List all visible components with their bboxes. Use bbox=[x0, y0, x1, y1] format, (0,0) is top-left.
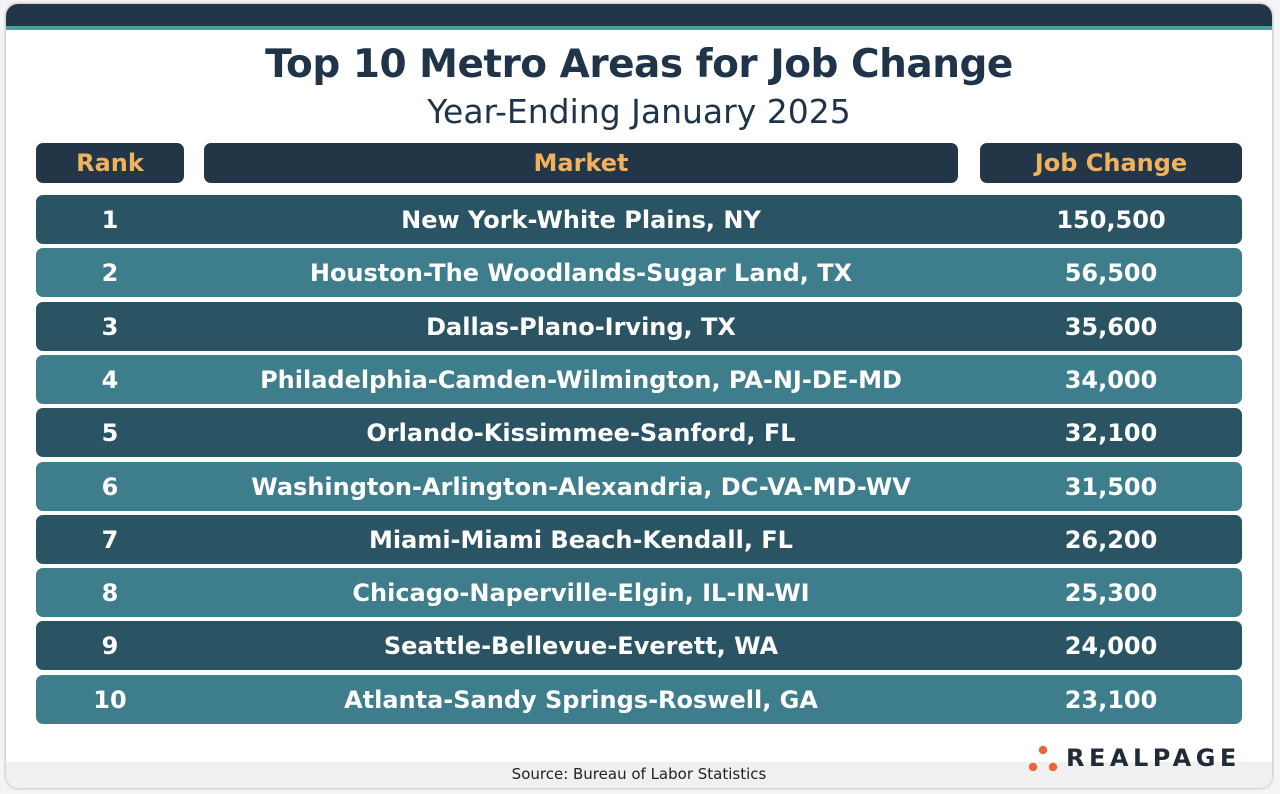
logo-wordmark: REALPAGE bbox=[1066, 744, 1241, 772]
market-cell: Philadelphia-Camden-Wilmington, PA-NJ-DE… bbox=[260, 365, 902, 394]
rank-cell: 7 bbox=[101, 525, 119, 554]
job-change-cell: 31,500 bbox=[1064, 472, 1158, 501]
market-cell: Dallas-Plano-Irving, TX bbox=[426, 312, 736, 341]
market-cell: Seattle-Bellevue-Everett, WA bbox=[383, 631, 779, 660]
market-cell: Atlanta-Sandy Springs-Roswell, GA bbox=[344, 685, 818, 714]
top-bar bbox=[6, 4, 1272, 26]
header-job-change: Job Change bbox=[980, 143, 1242, 183]
rank-cell: 4 bbox=[101, 365, 119, 394]
table-row: 2 Houston-The Woodlands-Sugar Land, TX 56,… bbox=[36, 248, 1242, 297]
job-change-cell: 24,000 bbox=[1064, 631, 1158, 660]
realpage-logo: REALPAGE bbox=[1026, 742, 1246, 776]
table-row: 3 Dallas-Plano-Irving, TX 35,600 bbox=[36, 302, 1242, 351]
logo-dots-icon bbox=[1028, 745, 1058, 772]
market-cell: Miami-Miami Beach-Kendall, FL bbox=[369, 525, 793, 554]
table-row: 5 Orlando-Kissimmee-Sanford, FL 32,100 bbox=[36, 408, 1242, 457]
source-note: Source: Bureau of Labor Statistics bbox=[511, 765, 767, 783]
job-change-cell: 56,500 bbox=[1064, 258, 1158, 287]
table-row: 6 Washington-Arlington-Alexandria, DC-VA-… bbox=[36, 462, 1242, 511]
chart-title: Top 10 Metro Areas for Job Change bbox=[265, 42, 1013, 87]
job-change-cell: 23,100 bbox=[1064, 685, 1158, 714]
rank-cell: 9 bbox=[101, 631, 119, 660]
market-cell: Houston-The Woodlands-Sugar Land, TX bbox=[309, 258, 853, 287]
market-cell: New York-White Plains, NY bbox=[401, 205, 761, 234]
job-change-cell: 34,000 bbox=[1064, 365, 1158, 394]
rank-cell: 2 bbox=[101, 258, 119, 287]
chart-subtitle: Year-Ending January 2025 bbox=[427, 92, 851, 131]
header-market: Market bbox=[204, 143, 958, 183]
job-change-cell: 25,300 bbox=[1064, 578, 1158, 607]
table-row: 10 Atlanta-Sandy Springs-Roswell, GA 23,10… bbox=[36, 675, 1242, 724]
table-row: 7 Miami-Miami Beach-Kendall, FL 26,200 bbox=[36, 515, 1242, 564]
market-cell: Chicago-Naperville-Elgin, IL-IN-WI bbox=[352, 578, 810, 607]
job-change-cell: 35,600 bbox=[1064, 312, 1158, 341]
header-rank: Rank bbox=[36, 143, 184, 183]
job-change-cell: 150,500 bbox=[1056, 205, 1166, 234]
table-row: 9 Seattle-Bellevue-Everett, WA 24,000 bbox=[36, 621, 1242, 670]
table-row: 1 New York-White Plains, NY 150,500 bbox=[36, 195, 1242, 244]
rank-cell: 1 bbox=[101, 205, 119, 234]
footer-band bbox=[6, 762, 1272, 788]
table-row: 4 Philadelphia-Camden-Wilmington, PA-NJ-D… bbox=[36, 355, 1242, 404]
rank-cell: 6 bbox=[101, 472, 119, 501]
market-cell: Orlando-Kissimmee-Sanford, FL bbox=[366, 418, 796, 447]
job-change-cell: 32,100 bbox=[1064, 418, 1158, 447]
rank-cell: 8 bbox=[101, 578, 119, 607]
job-change-cell: 26,200 bbox=[1064, 525, 1158, 554]
market-cell: Washington-Arlington-Alexandria, DC-VA-M… bbox=[251, 472, 911, 501]
top-accent-stripe bbox=[6, 26, 1272, 30]
rank-cell: 10 bbox=[93, 685, 127, 714]
table-row: 8 Chicago-Naperville-Elgin, IL-IN-WI 25,30… bbox=[36, 568, 1242, 617]
rank-cell: 5 bbox=[101, 418, 119, 447]
infographic-card: Top 10 Metro Areas for Job Change Year-E… bbox=[6, 4, 1272, 788]
rank-cell: 3 bbox=[101, 312, 119, 341]
